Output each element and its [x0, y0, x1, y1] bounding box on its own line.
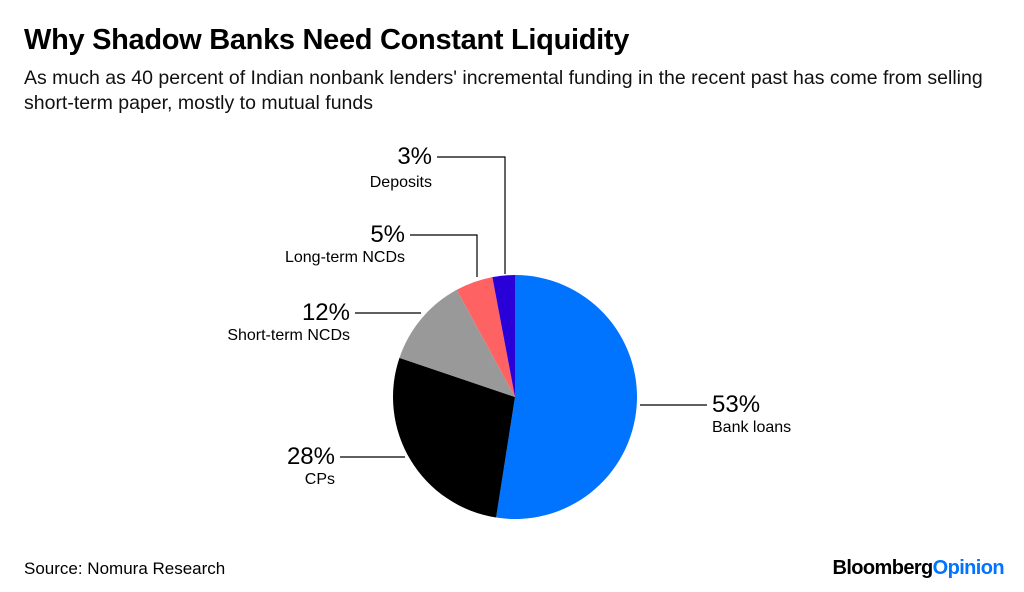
data-label-short-term-value: 12% — [301, 299, 350, 326]
data-label-long-term-name: Long-term NCDs — [284, 249, 405, 266]
leader-line-long-term-ncds — [410, 234, 478, 277]
data-label-deposits-name: Deposits — [369, 174, 432, 191]
data-label-bank-loans-name: Bank loans — [712, 419, 792, 436]
chart-title: Why Shadow Banks Need Constant Liquidity — [24, 24, 630, 56]
pie-slice-long-term-ncds — [456, 277, 515, 397]
data-label-deposits-value: 3% — [397, 143, 432, 170]
data-label-long-term-value: 5% — [370, 221, 405, 248]
chart-subtitle: As much as 40 percent of Indian nonbank … — [24, 67, 983, 114]
bloomberg-opinion-logo: BloombergOpinion — [832, 557, 1004, 580]
data-label-short-term-name: Short-term NCDs — [227, 327, 350, 344]
pie-slice-cps — [392, 357, 515, 518]
source-note: Source: Nomura Research — [24, 559, 226, 578]
data-label-cps-value: 28% — [286, 443, 335, 470]
leader-line-deposits — [437, 156, 506, 274]
pie-slice-deposits — [492, 275, 515, 397]
logo-bloomberg: Bloomberg — [832, 557, 933, 579]
pie-slice-bank-loans — [496, 275, 637, 519]
data-label-cps-name: CPs — [304, 471, 335, 488]
logo-opinion: Opinion — [932, 557, 1005, 579]
pie-slice-short-term-ncds — [399, 289, 515, 397]
data-label-bank-loans-value: 53% — [712, 391, 761, 418]
